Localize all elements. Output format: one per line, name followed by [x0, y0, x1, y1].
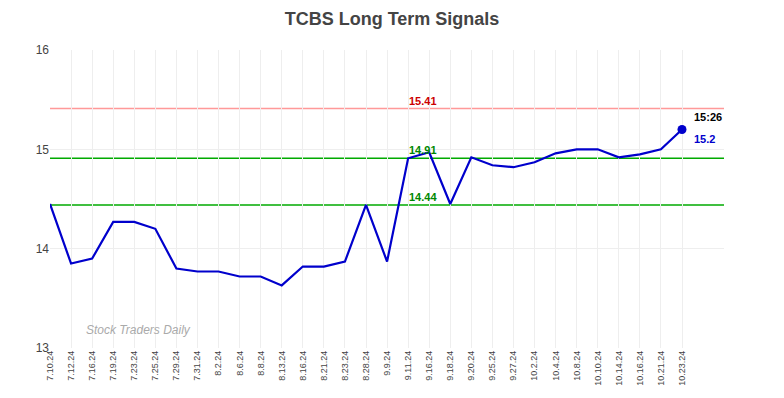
svg-text:9.25.24: 9.25.24: [487, 351, 497, 381]
svg-text:14: 14: [36, 242, 50, 256]
svg-text:9.20.24: 9.20.24: [466, 351, 476, 381]
svg-text:8.2.24: 8.2.24: [213, 351, 223, 376]
svg-text:7.16.24: 7.16.24: [87, 351, 97, 381]
svg-text:10.16.24: 10.16.24: [635, 351, 645, 386]
svg-text:14.44: 14.44: [409, 191, 437, 203]
svg-text:7.31.24: 7.31.24: [192, 351, 202, 381]
svg-text:15.2: 15.2: [694, 133, 715, 145]
svg-text:9.27.24: 9.27.24: [508, 351, 518, 381]
svg-text:10.14.24: 10.14.24: [614, 351, 624, 386]
svg-text:10.23.24: 10.23.24: [677, 351, 687, 386]
svg-text:8.28.24: 8.28.24: [361, 351, 371, 381]
svg-text:10.4.24: 10.4.24: [551, 351, 561, 381]
svg-text:10.10.24: 10.10.24: [593, 351, 603, 386]
svg-text:16: 16: [36, 43, 50, 57]
svg-text:9.18.24: 9.18.24: [445, 351, 455, 381]
svg-text:9.11.24: 9.11.24: [403, 351, 413, 380]
svg-text:15: 15: [36, 143, 50, 157]
svg-text:Stock Traders Daily: Stock Traders Daily: [86, 323, 191, 337]
svg-text:15.41: 15.41: [409, 95, 437, 107]
svg-text:8.16.24: 8.16.24: [298, 351, 308, 381]
svg-text:10.8.24: 10.8.24: [572, 351, 582, 381]
svg-text:7.23.24: 7.23.24: [129, 351, 139, 381]
svg-text:8.13.24: 8.13.24: [277, 351, 287, 381]
svg-text:14.91: 14.91: [409, 144, 437, 156]
svg-text:TCBS Long Term Signals: TCBS Long Term Signals: [285, 9, 500, 29]
svg-text:7.29.24: 7.29.24: [171, 351, 181, 381]
svg-text:13: 13: [36, 341, 50, 355]
svg-text:9.9.24: 9.9.24: [382, 351, 392, 376]
svg-text:8.6.24: 8.6.24: [235, 351, 245, 376]
svg-text:7.25.24: 7.25.24: [150, 351, 160, 381]
svg-text:8.23.24: 8.23.24: [340, 351, 350, 381]
svg-text:7.19.24: 7.19.24: [108, 351, 118, 381]
svg-text:7.10.24: 7.10.24: [45, 351, 55, 381]
svg-text:10.2.24: 10.2.24: [529, 351, 539, 381]
svg-text:8.21.24: 8.21.24: [319, 351, 329, 381]
svg-text:7.12.24: 7.12.24: [66, 351, 76, 381]
svg-text:10.21.24: 10.21.24: [656, 351, 666, 386]
svg-text:15:26: 15:26: [694, 111, 722, 123]
svg-text:8.8.24: 8.8.24: [256, 351, 266, 376]
svg-text:9.16.24: 9.16.24: [424, 351, 434, 381]
